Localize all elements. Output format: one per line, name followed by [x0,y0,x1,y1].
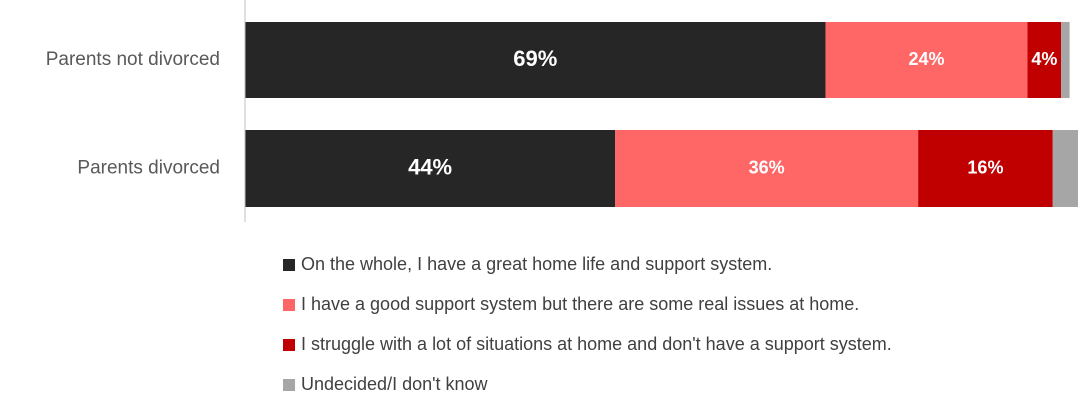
data-label: 4% [1031,49,1057,69]
bar-segment [825,22,1028,98]
legend-label: I have a good support system but there a… [301,294,859,314]
data-label: 69% [513,46,557,71]
category-label: Parents divorced [77,158,220,179]
legend-swatch [283,299,295,311]
data-label: 24% [909,49,945,69]
legend-swatch [283,379,295,391]
bar-segment [1027,22,1062,98]
bar-segment [245,130,616,207]
legend-swatch [283,339,295,351]
data-label: 16% [967,157,1003,177]
legend-label: On the whole, I have a great home life a… [301,254,772,274]
legend-label: I struggle with a lot of situations at h… [301,334,892,354]
data-label: 44% [408,154,452,179]
legend-swatch [283,259,295,271]
category-label: Parents not divorced [46,49,220,70]
bar-segment [245,22,826,98]
legend-label: Undecided/I don't know [301,374,489,394]
bar-segment [615,130,919,207]
bar-segment [1061,22,1070,98]
data-label: 36% [749,157,785,177]
bar-segment [1052,130,1078,207]
bar-segment [918,130,1053,207]
